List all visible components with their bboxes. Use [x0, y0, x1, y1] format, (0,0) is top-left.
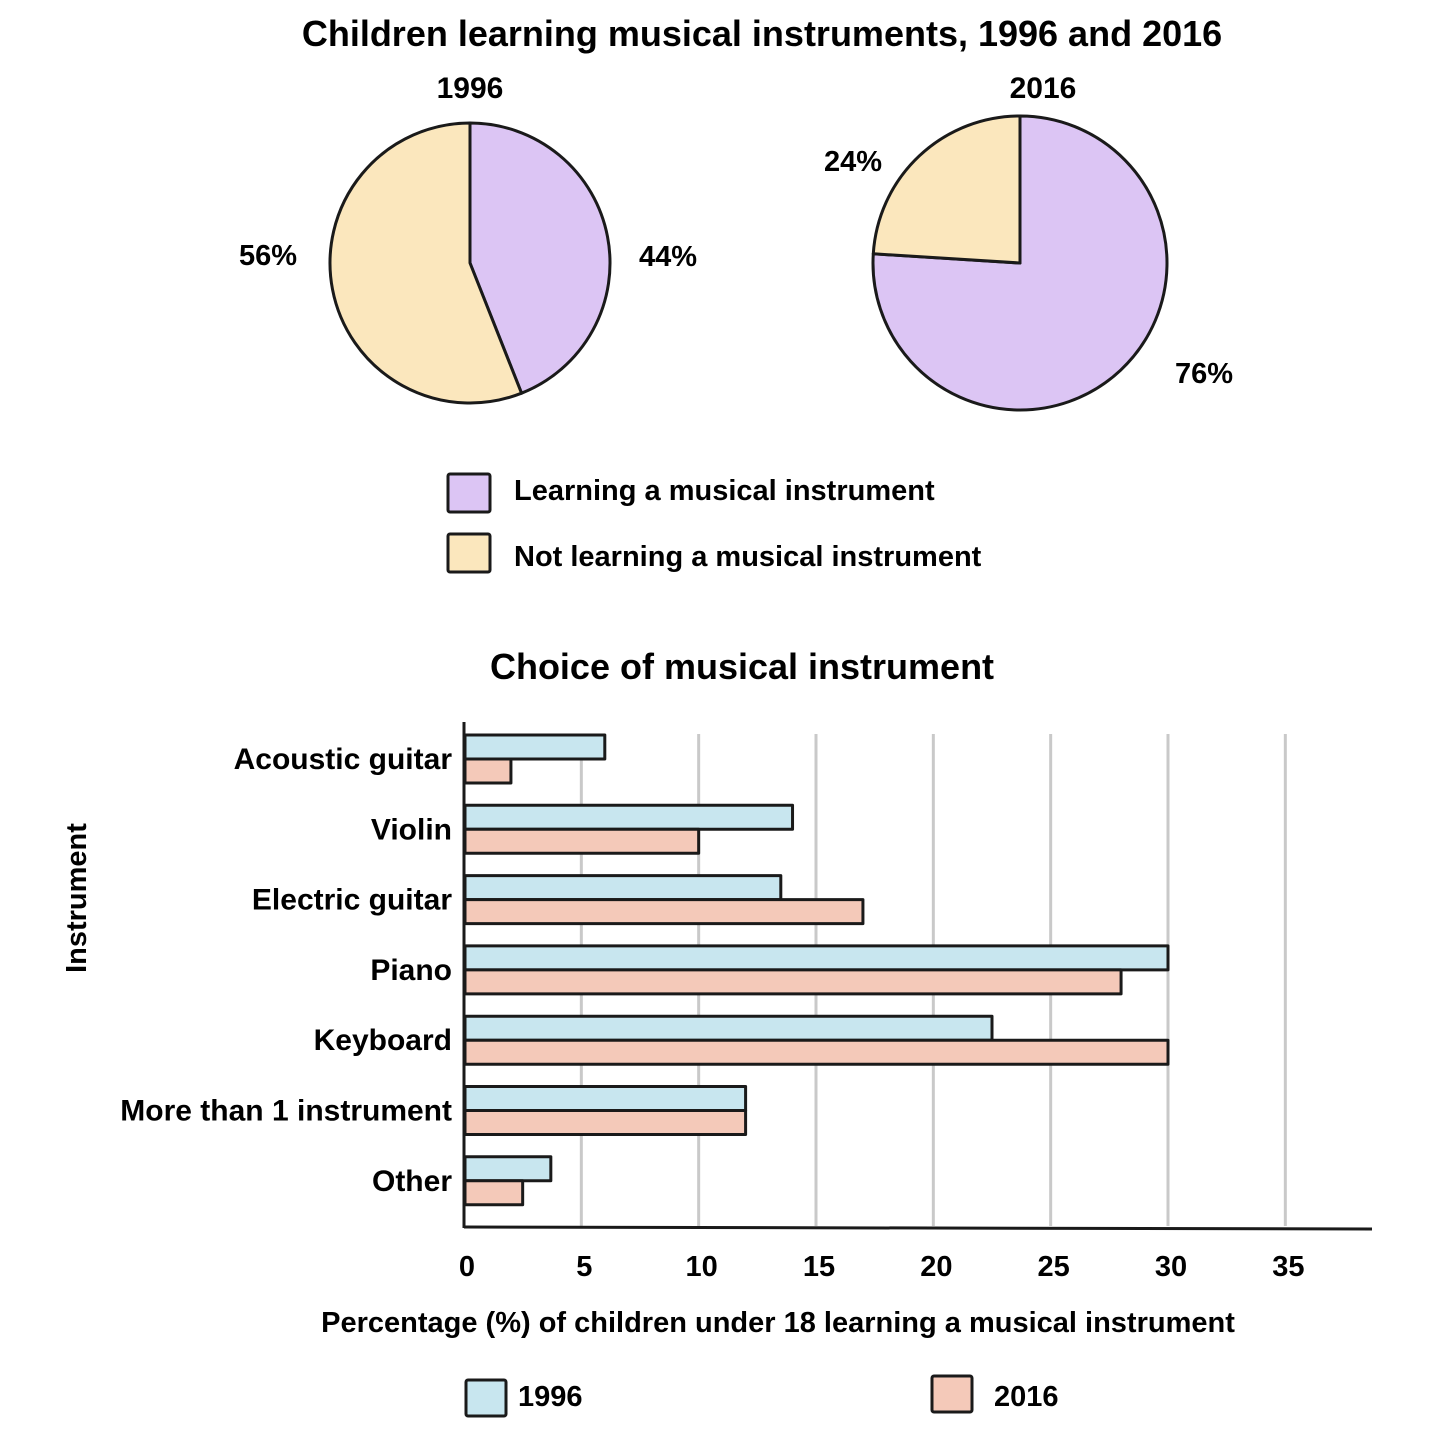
bar-2016-piano: [463, 968, 1123, 996]
pie-2016-learning-pct-label: 76%: [1175, 358, 1233, 390]
pie-legend: Learning a musical instrument Not learni…: [446, 472, 982, 574]
bar-2016-other: [463, 1179, 525, 1207]
bar-y-axis-label: Instrument: [61, 823, 93, 973]
bar-legend-swatch-1996: [464, 1378, 508, 1418]
pie-2016-year-label: 2016: [1010, 72, 1077, 105]
pie-2016: [871, 114, 1169, 412]
pie-1996-year-label: 1996: [437, 72, 504, 105]
bar-2016-acoustic-guitar: [463, 757, 513, 785]
bar-category-label-violin: Violin: [371, 813, 452, 846]
bar-1996-electric-guitar: [463, 874, 783, 902]
pie-1996-slice-not-learning-a-musical-instrument: [328, 121, 524, 405]
pie-1996-learning-pct-label: 44%: [639, 241, 697, 273]
pie-1996-slice-learning-a-musical-instrument: [468, 121, 612, 395]
bar-x-tick-label-30: 30: [1155, 1251, 1187, 1283]
bar-category-label-more-than-1-instrument: More than 1 instrument: [120, 1095, 452, 1128]
bar-x-tick-label-35: 35: [1272, 1251, 1304, 1283]
pie-chart-title: Children learning musical instruments, 1…: [302, 13, 1222, 54]
bar-category-label-acoustic-guitar: Acoustic guitar: [234, 743, 453, 776]
bar-x-tick-label-0: 0: [459, 1251, 475, 1283]
bar-category-label-keyboard: Keyboard: [314, 1024, 452, 1057]
bar-legend-label-1996: 1996: [518, 1381, 583, 1413]
pie-legend-label-learning: Learning a musical instrument: [514, 475, 935, 507]
bar-1996-violin: [463, 803, 795, 831]
bar-1996-keyboard: [463, 1014, 994, 1042]
pie-legend-label-not-learning: Not learning a musical instrument: [514, 541, 982, 573]
pie-1996-not-learning-pct-label: 56%: [239, 240, 297, 272]
bar-bars: [463, 733, 1170, 1207]
bar-x-tick-label-5: 5: [576, 1251, 592, 1283]
bar-1996-piano: [463, 944, 1170, 972]
bar-1996-acoustic-guitar: [463, 733, 607, 761]
bar-1996-other: [463, 1155, 553, 1183]
bar-x-tick-label-15: 15: [803, 1251, 835, 1283]
bar-category-label-electric-guitar: Electric guitar: [252, 884, 452, 917]
bar-x-tick-label-25: 25: [1038, 1251, 1070, 1283]
pie-legend-swatch-learning: [446, 472, 492, 514]
bar-x-tick-label-20: 20: [920, 1251, 952, 1283]
bar-2016-keyboard: [463, 1038, 1170, 1066]
bar-legend: 1996 2016: [464, 1374, 1059, 1418]
bar-1996-more-than-1-instrument: [463, 1085, 748, 1112]
bar-legend-swatch-2016: [930, 1374, 974, 1414]
bar-chart-title: Choice of musical instrument: [490, 646, 994, 687]
bar-x-axis-label: Percentage (%) of children under 18 lear…: [321, 1307, 1235, 1339]
pie-2016-slice-not-learning-a-musical-instrument: [871, 114, 1022, 265]
pie-2016-not-learning-pct-label: 24%: [824, 146, 882, 178]
bar-category-labels: Acoustic guitar Violin Electric guitar Pian…: [120, 743, 452, 1198]
bar-2016-electric-guitar: [463, 898, 865, 926]
bar-x-ticks: 0 5 10 15 20 25 30 35: [459, 1251, 1305, 1283]
bar-legend-label-2016: 2016: [994, 1381, 1059, 1413]
bar-x-tick-label-10: 10: [686, 1251, 718, 1283]
bar-x-axis-line: [463, 1225, 1373, 1231]
pie-1996: [328, 121, 612, 405]
bar-category-label-piano: Piano: [370, 954, 452, 987]
bar-2016-more-than-1-instrument: [463, 1109, 748, 1136]
bar-2016-violin: [463, 827, 701, 855]
bar-category-label-other: Other: [372, 1165, 452, 1198]
pie-legend-swatch-not-learning: [446, 532, 492, 574]
